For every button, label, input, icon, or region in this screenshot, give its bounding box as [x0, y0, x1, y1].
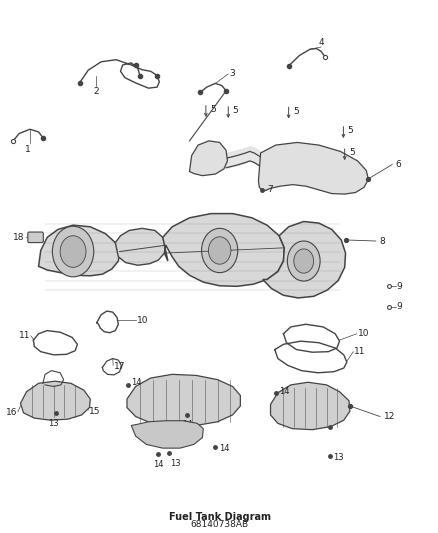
Text: 14: 14: [153, 460, 164, 469]
Circle shape: [294, 249, 314, 273]
Circle shape: [53, 226, 94, 277]
Text: 12: 12: [384, 412, 395, 421]
Polygon shape: [127, 374, 240, 425]
Circle shape: [201, 228, 238, 272]
Text: 13: 13: [332, 453, 343, 462]
Text: 6: 6: [396, 160, 401, 169]
Text: 16: 16: [6, 408, 17, 417]
Circle shape: [208, 237, 231, 264]
Text: 17: 17: [114, 362, 126, 371]
Text: 9: 9: [396, 282, 402, 291]
Text: 13: 13: [170, 459, 181, 467]
Text: 5: 5: [349, 149, 355, 157]
Text: 15: 15: [89, 407, 101, 416]
Text: 1: 1: [25, 145, 31, 154]
Polygon shape: [263, 222, 346, 298]
Text: 11: 11: [18, 332, 30, 341]
Text: 14: 14: [219, 443, 230, 453]
FancyBboxPatch shape: [28, 232, 43, 243]
Polygon shape: [271, 382, 350, 430]
Text: 5: 5: [348, 126, 353, 135]
Text: 68140738AB: 68140738AB: [191, 520, 249, 529]
Text: 2: 2: [93, 87, 99, 96]
Text: Fuel Tank Diagram: Fuel Tank Diagram: [169, 512, 271, 522]
Text: 5: 5: [210, 106, 216, 114]
Text: 7: 7: [267, 185, 273, 195]
Text: 14: 14: [279, 387, 290, 396]
Circle shape: [60, 236, 86, 268]
Polygon shape: [115, 228, 166, 265]
Polygon shape: [258, 142, 368, 194]
Text: 11: 11: [354, 347, 366, 356]
Polygon shape: [163, 214, 284, 286]
Text: 4: 4: [318, 38, 324, 47]
Text: 9: 9: [396, 302, 402, 311]
Polygon shape: [190, 141, 227, 176]
Text: 5: 5: [233, 106, 238, 115]
Text: 10: 10: [357, 329, 369, 338]
Text: 14: 14: [182, 420, 193, 429]
Polygon shape: [39, 225, 120, 276]
Text: 8: 8: [379, 237, 385, 246]
Text: 3: 3: [229, 69, 235, 78]
Text: 13: 13: [48, 419, 59, 428]
Circle shape: [287, 241, 320, 281]
Text: 5: 5: [293, 107, 299, 116]
Text: 18: 18: [13, 233, 25, 242]
Text: 14: 14: [131, 378, 142, 387]
Polygon shape: [21, 381, 90, 420]
Text: 10: 10: [137, 316, 148, 325]
Polygon shape: [131, 421, 203, 448]
